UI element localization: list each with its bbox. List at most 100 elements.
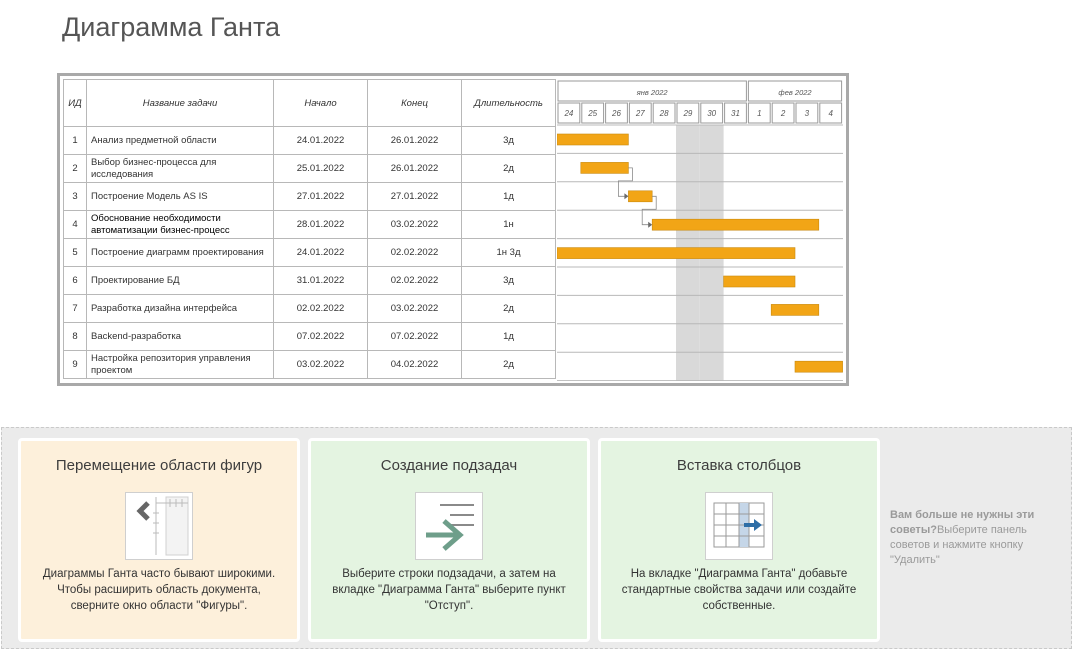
tips-panel[interactable]: Перемещение области фигур Диаграммы Гант… <box>1 427 1072 649</box>
month-label: янв 2022 <box>636 88 669 97</box>
day-cell <box>819 102 843 124</box>
task-id[interactable]: 2 <box>63 154 87 183</box>
day-cell <box>652 102 676 124</box>
task-table: ИД Название задачи Начало Конец Длительн… <box>63 79 556 379</box>
day-label: 27 <box>635 109 645 118</box>
task-start[interactable]: 31.01.2022 <box>273 266 368 295</box>
header-duration: Длительность <box>461 79 556 127</box>
task-end[interactable]: 26.01.2022 <box>367 154 462 183</box>
day-label: 3 <box>805 109 810 118</box>
task-bar[interactable] <box>794 360 843 373</box>
task-duration[interactable]: 2д <box>461 350 556 379</box>
page-title: Диаграмма Ганта <box>62 12 281 42</box>
day-cell <box>581 102 605 124</box>
task-id[interactable]: 3 <box>63 182 87 211</box>
table-row[interactable]: 4 Обоснование необходимости автоматизаци… <box>63 210 556 239</box>
day-label: 28 <box>659 109 669 118</box>
task-id[interactable]: 8 <box>63 322 87 351</box>
day-label: 24 <box>563 109 573 118</box>
tip-card-insert-columns[interactable]: Вставка столбцов На вкладке "Диаграмма Г… <box>598 438 880 642</box>
day-cell <box>724 102 747 124</box>
table-row[interactable]: 6 Проектирование БД 31.01.2022 02.02.202… <box>63 266 556 295</box>
gantt-chart[interactable]: ИД Название задачи Начало Конец Длительн… <box>57 73 849 386</box>
task-duration[interactable]: 1н <box>461 210 556 239</box>
dismiss-bold: Вам больше не нужны эти советы? <box>890 509 1035 536</box>
task-duration[interactable]: 1н 3д <box>461 238 556 267</box>
task-bar[interactable] <box>723 275 796 288</box>
task-end[interactable]: 03.02.2022 <box>367 294 462 323</box>
task-bar[interactable] <box>557 247 796 259</box>
task-name[interactable]: Настройка репозитория управления проекто… <box>86 350 274 379</box>
header-id: ИД <box>63 79 87 127</box>
header-end: Конец <box>367 79 462 127</box>
task-bar[interactable] <box>557 133 629 146</box>
task-duration[interactable]: 2д <box>461 294 556 323</box>
task-duration[interactable]: 2д <box>461 154 556 183</box>
day-cell <box>628 102 652 124</box>
task-start[interactable]: 25.01.2022 <box>273 154 368 183</box>
dismiss-tips-note: Вам больше не нужны эти советы?Выберите … <box>890 508 1060 568</box>
indent-icon <box>415 492 483 560</box>
task-end[interactable]: 03.02.2022 <box>367 210 462 239</box>
day-cell <box>795 102 819 124</box>
table-row[interactable]: 7 Разработка дизайна интерфейса 02.02.20… <box>63 294 556 323</box>
task-id[interactable]: 9 <box>63 350 87 379</box>
task-end[interactable]: 26.01.2022 <box>367 126 462 155</box>
task-duration[interactable]: 1д <box>461 322 556 351</box>
task-name[interactable]: Backend-разработка <box>86 322 274 351</box>
header-name: Название задачи <box>86 79 274 127</box>
task-duration[interactable]: 3д <box>461 126 556 155</box>
table-row[interactable]: 3 Построение Модель AS IS 27.01.2022 27.… <box>63 182 556 211</box>
task-end[interactable]: 02.02.2022 <box>367 266 462 295</box>
header-start: Начало <box>273 79 368 127</box>
task-start[interactable]: 02.02.2022 <box>273 294 368 323</box>
task-id[interactable]: 4 <box>63 210 87 239</box>
day-label: 30 <box>707 109 716 118</box>
day-cell <box>700 102 724 124</box>
tip-card-shapes-area[interactable]: Перемещение области фигур Диаграммы Гант… <box>18 438 300 642</box>
table-row[interactable]: 8 Backend-разработка 07.02.2022 07.02.20… <box>63 322 556 351</box>
table-row[interactable]: 2 Выбор бизнес-процесса для исследования… <box>63 154 556 183</box>
table-row[interactable]: 9 Настройка репозитория управления проек… <box>63 350 556 379</box>
task-end[interactable]: 02.02.2022 <box>367 238 462 267</box>
tip-title: Вставка столбцов <box>676 457 802 474</box>
task-start[interactable]: 28.01.2022 <box>273 210 368 239</box>
task-name[interactable]: Разработка дизайна интерфейса <box>86 294 274 323</box>
task-start[interactable]: 24.01.2022 <box>273 238 368 267</box>
task-bar[interactable] <box>770 304 820 316</box>
table-row[interactable]: 5 Построение диаграмм проектирования 24.… <box>63 238 556 267</box>
table-row[interactable]: 1 Анализ предметной области 24.01.2022 2… <box>63 126 556 155</box>
task-duration[interactable]: 1д <box>461 182 556 211</box>
task-bar[interactable] <box>628 190 653 203</box>
task-name[interactable]: Анализ предметной области <box>86 126 274 155</box>
day-label: 31 <box>731 109 740 118</box>
task-bar[interactable] <box>580 162 629 174</box>
task-id[interactable]: 6 <box>63 266 87 295</box>
task-id[interactable]: 7 <box>63 294 87 323</box>
task-name[interactable]: Обоснование необходимости автоматизации … <box>86 210 274 239</box>
table-header-row: ИД Название задачи Начало Конец Длительн… <box>63 79 556 127</box>
task-name[interactable]: Построение диаграмм проектирования <box>86 238 274 267</box>
task-name[interactable]: Построение Модель AS IS <box>86 182 274 211</box>
tip-card-subtasks[interactable]: Создание подзадач Выберите строки подзад… <box>308 438 590 642</box>
task-end[interactable]: 27.01.2022 <box>367 182 462 211</box>
task-end[interactable]: 07.02.2022 <box>367 322 462 351</box>
gantt-timeline[interactable]: янв 2022 фев 2022 24 25 26 27 28 29 30 31 1 2 3 4 <box>557 79 843 381</box>
task-duration[interactable]: 3д <box>461 266 556 295</box>
month-cell <box>557 80 747 102</box>
tip-text: На вкладке "Диаграмма Ганта" добавьте ст… <box>621 568 857 612</box>
task-bar[interactable] <box>651 218 820 231</box>
day-cell <box>747 102 771 124</box>
task-id[interactable]: 5 <box>63 238 87 267</box>
task-start[interactable]: 07.02.2022 <box>273 322 368 351</box>
timeline-canvas[interactable]: янв 2022 фев 2022 24 25 26 27 28 29 30 31 1 2 3 4 <box>557 79 843 381</box>
task-id[interactable]: 1 <box>63 126 87 155</box>
day-label: 1 <box>757 109 761 118</box>
task-start[interactable]: 24.01.2022 <box>273 126 368 155</box>
task-start[interactable]: 03.02.2022 <box>273 350 368 379</box>
task-start[interactable]: 27.01.2022 <box>273 182 368 211</box>
task-name[interactable]: Проектирование БД <box>86 266 274 295</box>
day-label: 26 <box>611 109 621 118</box>
task-end[interactable]: 04.02.2022 <box>367 350 462 379</box>
task-name[interactable]: Выбор бизнес-процесса для исследования <box>86 154 274 183</box>
